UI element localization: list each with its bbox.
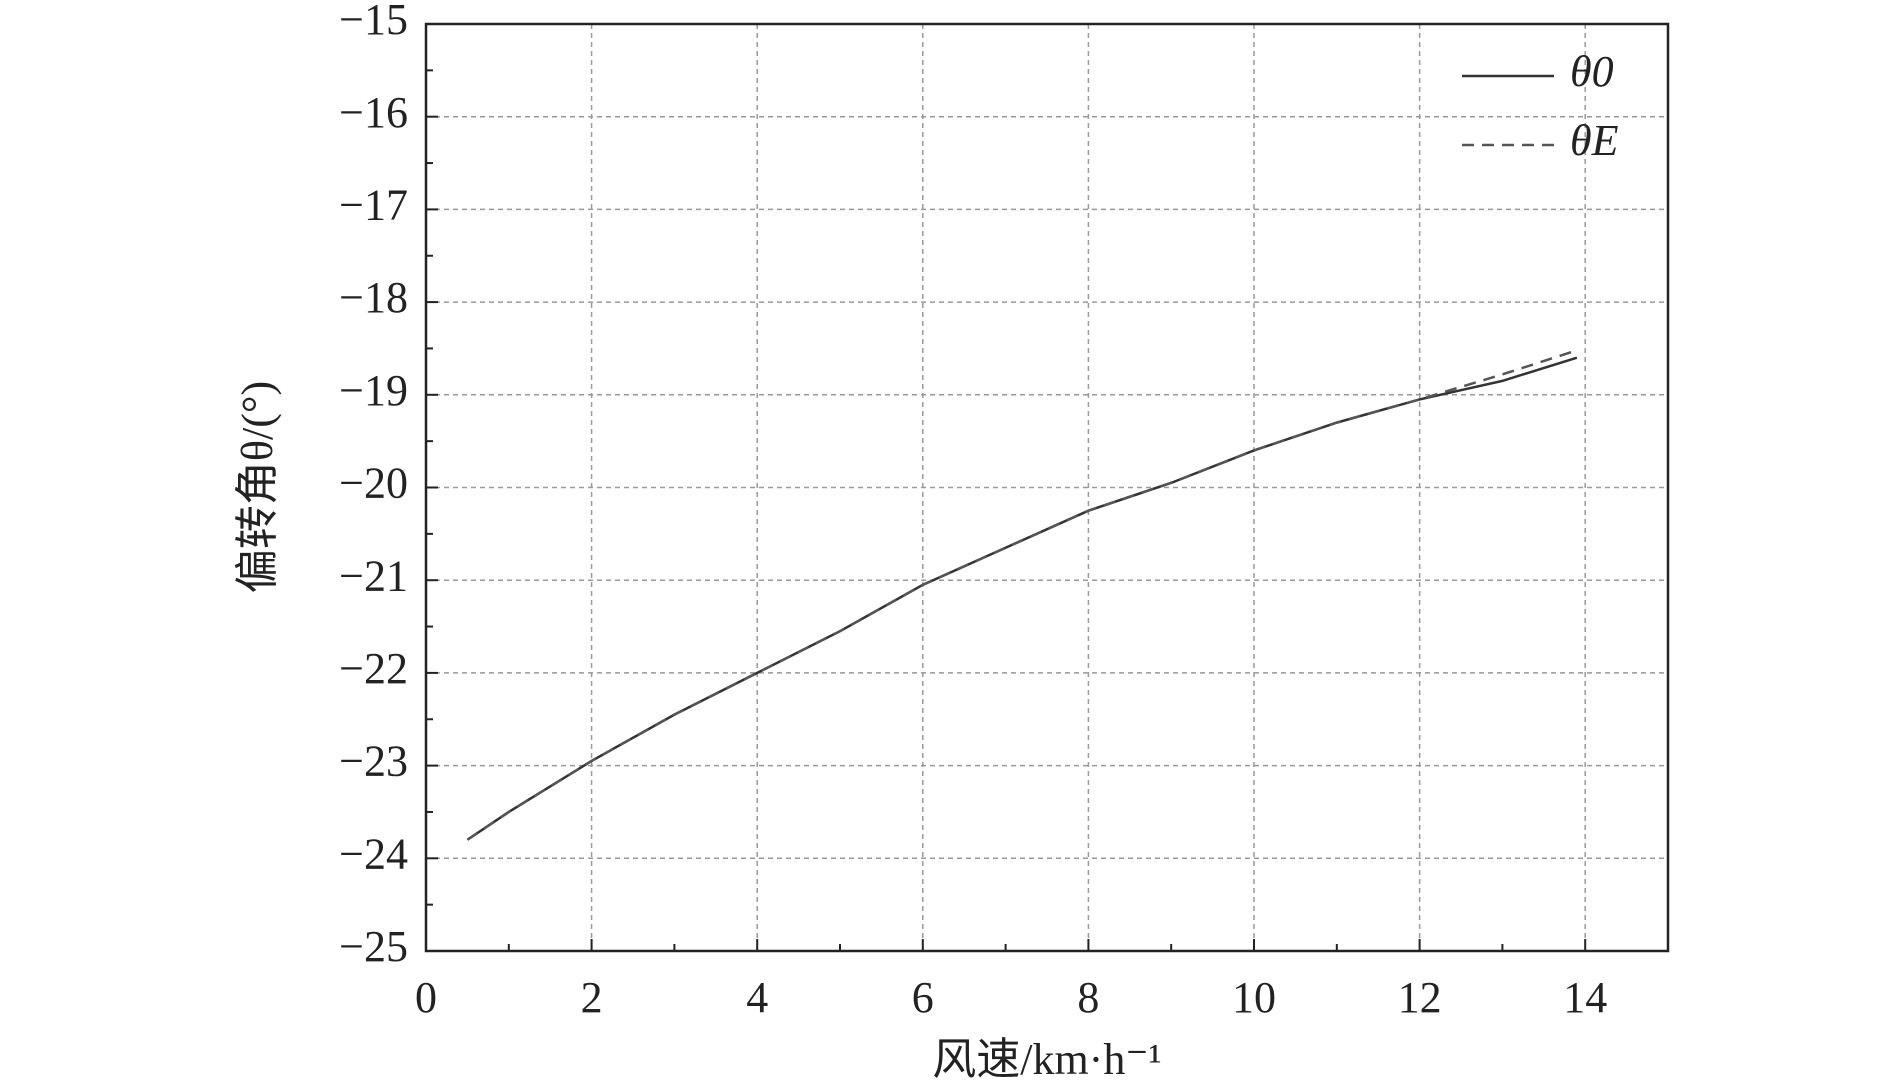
y-tick-label: −16: [339, 88, 408, 137]
x-tick-label: 8: [1077, 973, 1099, 1022]
plot-frame: [424, 22, 1670, 953]
y-tick-label: −25: [339, 922, 408, 971]
y-tick-label: −21: [339, 551, 408, 600]
y-tick-label: −19: [339, 366, 408, 415]
x-tick-label: 12: [1398, 973, 1442, 1022]
x-tick-label: 10: [1232, 973, 1276, 1022]
series-line: [466, 356, 1578, 841]
x-axis-label: 风速/km·h⁻¹: [932, 1035, 1162, 1084]
x-tick-label: 2: [581, 973, 603, 1022]
y-tick-label: −17: [339, 180, 408, 229]
y-tick-label: −24: [339, 829, 408, 878]
legend-label: θ0: [1570, 47, 1614, 96]
x-tick-label: 14: [1563, 973, 1607, 1022]
y-tick-label: −15: [339, 0, 408, 44]
y-tick-label: −23: [339, 737, 408, 786]
legend-label: θE: [1570, 116, 1619, 165]
x-tick-label: 6: [912, 973, 934, 1022]
y-tick-label: −20: [339, 459, 408, 508]
x-tick-label: 0: [415, 973, 437, 1022]
y-axis-label: 偏转角θ/(°): [233, 381, 282, 593]
y-tick-label: −22: [339, 644, 408, 693]
x-tick-label: 4: [746, 973, 768, 1022]
series-line: [466, 349, 1578, 841]
y-tick-label: −18: [339, 273, 408, 322]
